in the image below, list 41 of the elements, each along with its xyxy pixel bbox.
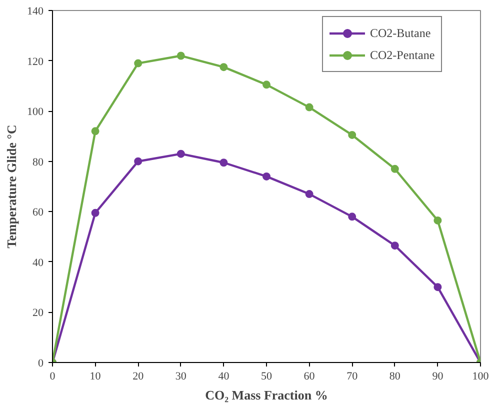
point (91, 127, 100, 136)
point (176, 150, 185, 158)
x-tick-label: 80 (389, 370, 401, 382)
point (390, 164, 399, 173)
y-tick-label: 80 (32, 156, 44, 168)
y-axis-title: Temperature Glide °C (4, 124, 19, 248)
point (220, 158, 228, 167)
point (262, 80, 270, 89)
x-tick-label: 10 (90, 370, 102, 382)
x-tick-label: 30 (175, 370, 187, 382)
y-tick-label: 0 (38, 358, 44, 370)
x-tick-label: 90 (432, 370, 444, 382)
x-tick-label: 40 (218, 370, 230, 382)
y-tick-label: 120 (27, 56, 44, 68)
point (348, 130, 356, 139)
x-tick-label: 60 (304, 370, 316, 382)
point (305, 190, 314, 198)
y-tick-label: 60 (32, 206, 44, 219)
point (262, 172, 270, 180)
point (176, 52, 185, 60)
point (91, 208, 100, 217)
x-axis-title: CO₂ Mass Fraction % (205, 388, 328, 402)
x-tick-label: 70 (346, 370, 358, 382)
legend-label: CO2-Butane (370, 26, 431, 40)
y-tick-label: 140 (27, 6, 44, 18)
point (134, 59, 142, 68)
point (390, 242, 399, 250)
point (434, 283, 442, 292)
y-tick-label: 40 (32, 256, 44, 269)
legend-label: CO2-Pentane (370, 48, 435, 62)
x-tick-label: 100 (472, 370, 490, 382)
point (134, 157, 142, 166)
point (220, 63, 228, 72)
point (348, 212, 356, 221)
point (434, 216, 442, 224)
y-tick-label: 20 (32, 307, 44, 320)
y-tick-label: 100 (27, 106, 44, 118)
point (305, 103, 314, 112)
x-tick-label: 0 (50, 370, 56, 382)
x-tick-label: 20 (132, 370, 144, 382)
x-tick-label: 50 (261, 370, 272, 382)
